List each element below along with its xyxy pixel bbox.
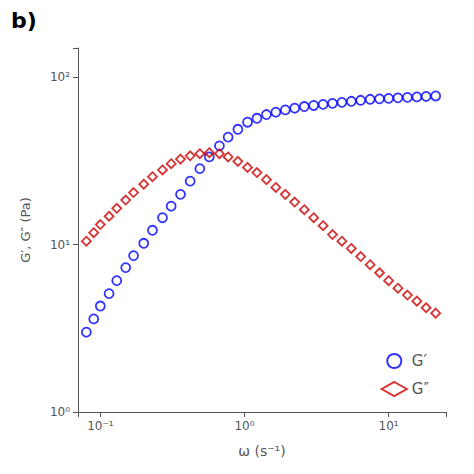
svg-text:G′, G″ (Pa): G′, G″ (Pa) bbox=[18, 197, 33, 263]
svg-text:G′: G′ bbox=[412, 352, 428, 370]
svg-text:10¹: 10¹ bbox=[50, 238, 70, 252]
svg-text:G″: G″ bbox=[412, 380, 430, 398]
svg-text:10⁻¹: 10⁻¹ bbox=[87, 419, 114, 433]
svg-text:10⁰: 10⁰ bbox=[234, 419, 254, 433]
svg-text:b): b) bbox=[11, 8, 37, 33]
svg-text:10⁰: 10⁰ bbox=[50, 405, 70, 419]
svg-text:10²: 10² bbox=[50, 70, 70, 84]
svg-text:10¹: 10¹ bbox=[379, 419, 399, 433]
svg-text:ω (s⁻¹): ω (s⁻¹) bbox=[238, 443, 285, 459]
